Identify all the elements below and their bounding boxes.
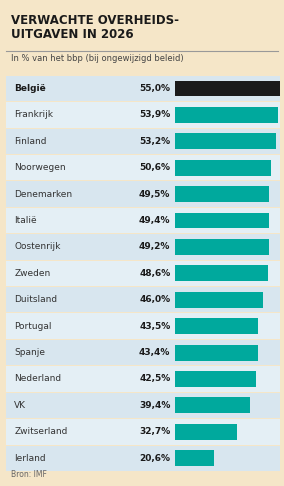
- Text: Ierland: Ierland: [14, 454, 46, 463]
- FancyBboxPatch shape: [175, 345, 258, 361]
- FancyBboxPatch shape: [6, 155, 280, 180]
- Text: VERWACHTE OVERHEIDS-: VERWACHTE OVERHEIDS-: [11, 14, 179, 27]
- Text: 53,9%: 53,9%: [139, 110, 170, 120]
- Text: Duitsland: Duitsland: [14, 295, 57, 304]
- FancyBboxPatch shape: [6, 129, 280, 154]
- Text: 50,6%: 50,6%: [139, 163, 170, 172]
- FancyBboxPatch shape: [6, 313, 280, 339]
- Text: Bron: IMF: Bron: IMF: [11, 469, 47, 479]
- Text: 42,5%: 42,5%: [139, 375, 170, 383]
- FancyBboxPatch shape: [6, 340, 280, 365]
- Text: Portugal: Portugal: [14, 322, 52, 330]
- Text: Noorwegen: Noorwegen: [14, 163, 66, 172]
- Text: Spanje: Spanje: [14, 348, 45, 357]
- Text: 32,7%: 32,7%: [139, 427, 170, 436]
- Text: UITGAVEN IN 2026: UITGAVEN IN 2026: [11, 28, 134, 41]
- Text: Finland: Finland: [14, 137, 47, 146]
- FancyBboxPatch shape: [175, 292, 262, 308]
- Text: Zweden: Zweden: [14, 269, 51, 278]
- FancyBboxPatch shape: [175, 451, 214, 466]
- Text: In % van het bbp (bij ongewijzigd beleid): In % van het bbp (bij ongewijzigd beleid…: [11, 54, 184, 63]
- FancyBboxPatch shape: [175, 318, 258, 334]
- FancyBboxPatch shape: [175, 134, 276, 149]
- Text: België: België: [14, 84, 46, 93]
- FancyBboxPatch shape: [175, 160, 271, 175]
- Text: 55,0%: 55,0%: [139, 84, 170, 93]
- Text: VK: VK: [14, 401, 26, 410]
- FancyBboxPatch shape: [175, 398, 250, 413]
- Text: 46,0%: 46,0%: [139, 295, 170, 304]
- FancyBboxPatch shape: [175, 107, 278, 123]
- FancyBboxPatch shape: [6, 366, 280, 392]
- FancyBboxPatch shape: [6, 393, 280, 418]
- Text: 20,6%: 20,6%: [139, 454, 170, 463]
- FancyBboxPatch shape: [175, 265, 268, 281]
- FancyBboxPatch shape: [175, 239, 269, 255]
- Text: Nederland: Nederland: [14, 375, 61, 383]
- FancyBboxPatch shape: [6, 181, 280, 207]
- Text: 49,4%: 49,4%: [139, 216, 170, 225]
- FancyBboxPatch shape: [6, 234, 280, 260]
- Text: 43,5%: 43,5%: [139, 322, 170, 330]
- FancyBboxPatch shape: [175, 424, 237, 440]
- FancyBboxPatch shape: [175, 371, 256, 387]
- FancyBboxPatch shape: [6, 260, 280, 286]
- Text: 39,4%: 39,4%: [139, 401, 170, 410]
- FancyBboxPatch shape: [175, 186, 269, 202]
- Text: 48,6%: 48,6%: [139, 269, 170, 278]
- FancyBboxPatch shape: [6, 102, 280, 128]
- Text: 43,4%: 43,4%: [139, 348, 170, 357]
- Text: Oostenrijk: Oostenrijk: [14, 243, 60, 251]
- Text: Italië: Italië: [14, 216, 37, 225]
- FancyBboxPatch shape: [6, 76, 280, 101]
- Text: Denemarken: Denemarken: [14, 190, 72, 199]
- FancyBboxPatch shape: [6, 287, 280, 312]
- FancyBboxPatch shape: [175, 213, 269, 228]
- Text: Frankrijk: Frankrijk: [14, 110, 53, 120]
- FancyBboxPatch shape: [6, 419, 280, 445]
- Text: 49,5%: 49,5%: [139, 190, 170, 199]
- FancyBboxPatch shape: [175, 81, 280, 96]
- Text: Zwitserland: Zwitserland: [14, 427, 68, 436]
- Text: 49,2%: 49,2%: [139, 243, 170, 251]
- Text: 53,2%: 53,2%: [139, 137, 170, 146]
- FancyBboxPatch shape: [6, 208, 280, 233]
- FancyBboxPatch shape: [6, 446, 280, 471]
